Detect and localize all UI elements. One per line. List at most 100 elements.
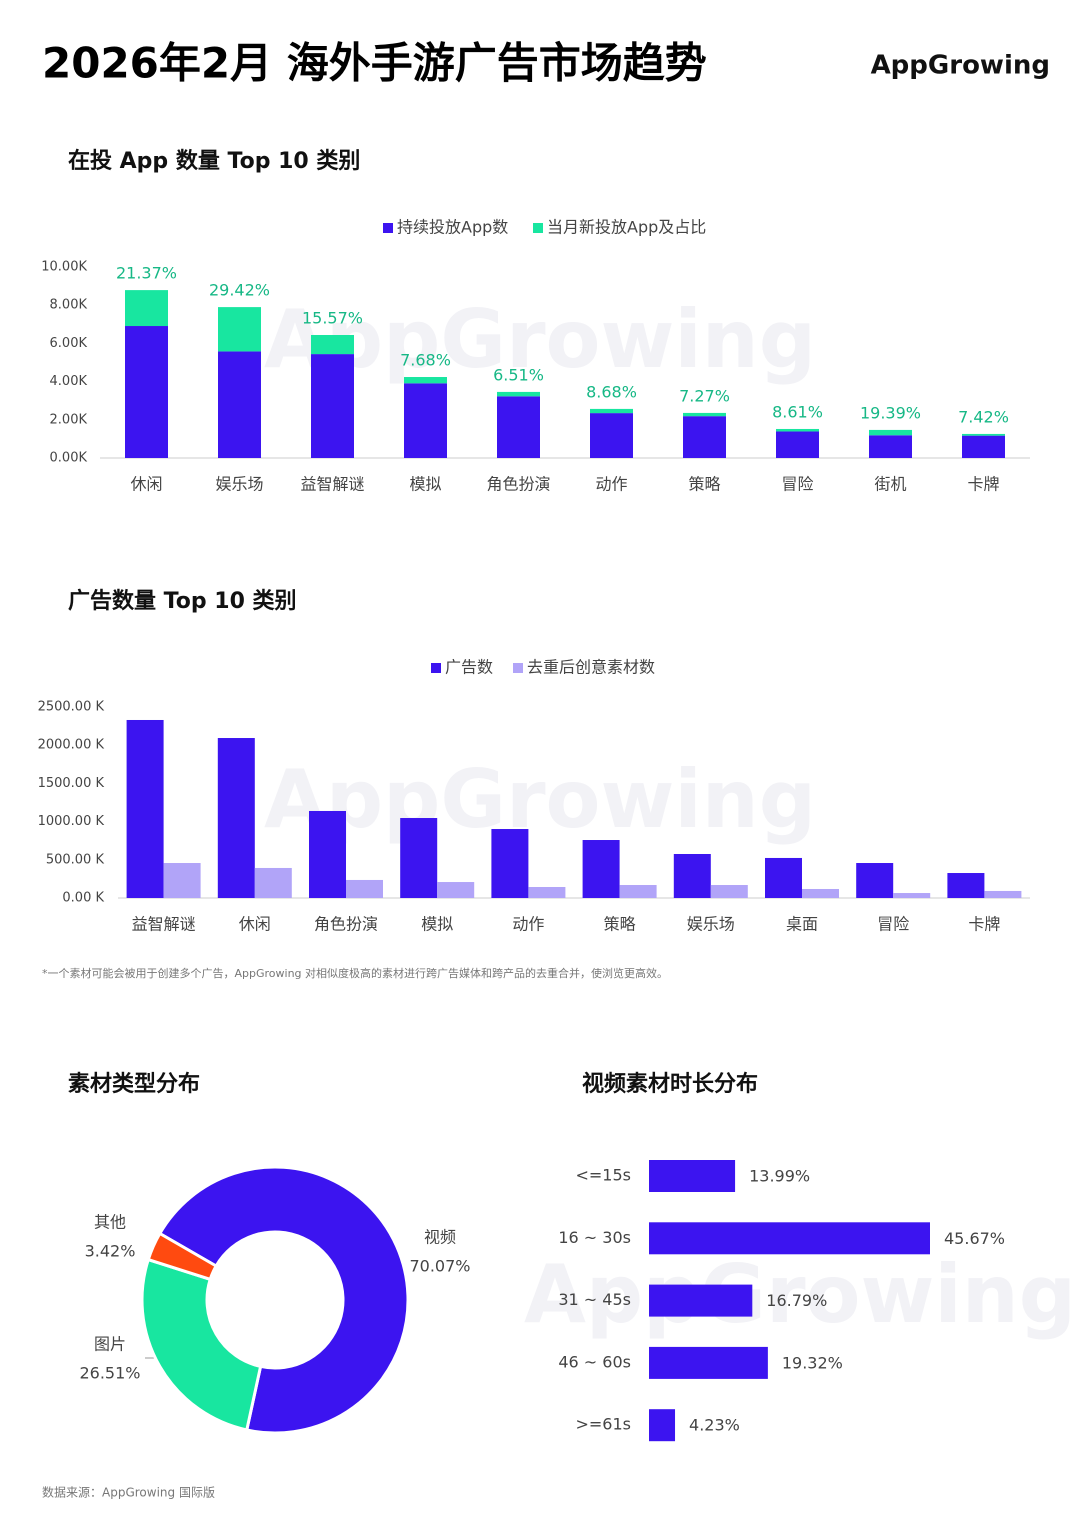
bar-segment [125,290,168,327]
bar [619,885,657,898]
footnote: *一个素材可能会被用于创建多个广告，AppGrowing 对相似度极高的素材进行… [42,966,668,980]
watermark: AppGrowing [264,753,816,846]
bar-segment [683,416,726,458]
y-tick-label: 2500.00 K [38,700,105,715]
legend-label: 去重后创意素材数 [527,658,655,677]
legend-label: 当月新投放App及占比 [547,218,706,237]
x-tick-label: 冒险 [877,915,909,934]
bar-segment [962,433,1005,436]
watermark: AppGrowing [264,293,816,386]
x-tick-label: 动作 [512,915,544,934]
bar [649,1160,736,1192]
bar-segment [962,435,1005,458]
x-tick-label: 娱乐场 [687,915,735,934]
bar [947,873,985,898]
bar [765,857,802,898]
data-label: 8.61% [772,402,823,421]
bar [582,840,620,898]
bar [346,879,383,898]
bar-segment [311,354,354,458]
y-tick-label: 10.00K [41,260,87,275]
donut-slice [157,1165,410,1435]
bar [217,738,255,898]
x-tick-label: 动作 [595,475,627,494]
data-label: 4.23% [689,1416,740,1435]
y-tick-label: 46 ~ 60s [558,1352,631,1371]
bar [437,882,475,898]
bar-segment [497,396,540,458]
bar-segment [311,334,354,355]
chart-title: 视频素材时长分布 [582,1071,758,1097]
y-tick-label: 4.00K [50,374,88,389]
bar-segment [590,413,633,458]
y-tick-label: 16 ~ 30s [558,1228,631,1247]
y-tick-label: 1500.00 K [38,776,105,791]
y-tick-label: 0.00K [50,451,88,466]
x-tick-label: 休闲 [130,475,162,494]
bar-segment [218,351,261,458]
donut-slice [140,1257,263,1432]
data-label: 45.67% [944,1229,1005,1248]
y-tick-label: 2.00K [50,412,88,427]
bar-segment [404,377,447,384]
bar-segment [776,428,819,432]
bar [254,867,292,898]
bar [649,1222,930,1255]
data-label: 6.51% [493,365,544,384]
data-label: 15.57% [302,308,363,327]
bar [400,818,438,898]
slice-value: 70.07% [409,1257,470,1276]
y-tick-label: 2000.00 K [38,738,105,753]
x-tick-label: 模拟 [421,915,453,934]
data-label: 7.27% [679,386,730,405]
bar [802,888,839,898]
bar-segment [869,435,912,458]
x-tick-label: 冒险 [781,475,813,494]
bar-segment [776,431,819,458]
legend-swatch [383,223,393,233]
bar [893,893,931,898]
x-tick-label: 模拟 [409,475,441,494]
x-tick-label: 策略 [688,475,720,494]
y-tick-label: <=15s [575,1166,631,1185]
source: 数据来源：AppGrowing 国际版 [42,1485,215,1500]
legend-swatch [533,223,543,233]
x-tick-label: 街机 [874,475,906,494]
chart-title: 素材类型分布 [68,1071,200,1097]
y-tick-label: 6.00K [50,336,88,351]
data-label: 21.37% [116,264,177,283]
bar [528,886,566,898]
chart-title: 广告数量 Top 10 类别 [68,588,297,614]
y-tick-label: 1000.00 K [38,814,105,829]
bar-segment [497,391,540,397]
x-tick-label: 策略 [604,915,636,934]
y-tick-label: 0.00 K [62,891,104,906]
bar-segment [869,429,912,436]
data-label: 16.79% [766,1291,827,1310]
page-title: 2026年2月 海外手游广告市场趋势 [42,39,707,88]
x-tick-label: 角色扮演 [486,475,550,494]
bar-segment [590,408,633,414]
watermark: AppGrowing [524,1248,1076,1341]
legend-label: 广告数 [445,658,493,677]
bar-segment [683,412,726,417]
bar [649,1346,768,1379]
bar [649,1409,676,1442]
y-tick-label: 500.00 K [46,852,105,867]
y-tick-label: >=61s [575,1415,631,1434]
bar [163,863,201,898]
x-tick-label: 角色扮演 [314,915,378,934]
bar [309,810,346,898]
bar [856,863,894,898]
donut-slice [146,1231,219,1282]
x-tick-label: 卡牌 [968,915,1000,934]
legend-swatch [431,663,441,673]
chart-title: 在投 App 数量 Top 10 类别 [68,148,360,174]
data-label: 7.68% [400,351,451,370]
slice-label: 其他 [94,1213,126,1232]
data-label: 7.42% [958,407,1009,426]
bar [673,853,711,898]
data-label: 13.99% [749,1167,810,1186]
x-tick-label: 娱乐场 [215,475,263,494]
